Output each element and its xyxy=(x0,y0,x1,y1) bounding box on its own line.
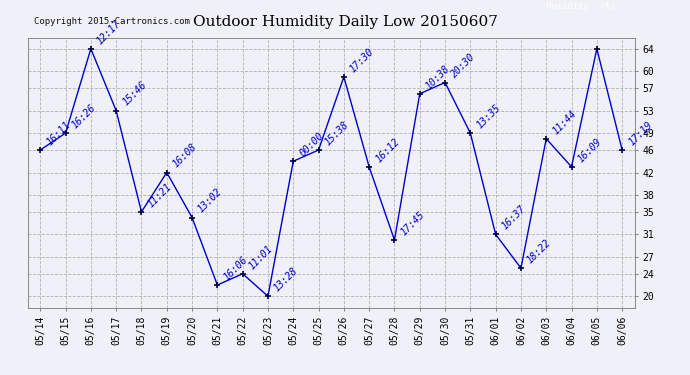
Text: 15:46: 15:46 xyxy=(120,80,148,108)
Text: 13:35: 13:35 xyxy=(475,102,502,130)
Text: 16:08: 16:08 xyxy=(171,142,199,170)
Text: 17:19: 17:19 xyxy=(627,119,654,147)
Text: 12:17: 12:17 xyxy=(95,18,123,46)
Text: 13:02: 13:02 xyxy=(196,187,224,215)
Text: 16:12: 16:12 xyxy=(373,136,401,164)
Text: 16:26: 16:26 xyxy=(70,102,97,130)
Text: 16:11: 16:11 xyxy=(44,119,72,147)
Text: 16:09: 16:09 xyxy=(575,136,604,164)
Text: 15:38: 15:38 xyxy=(323,119,351,147)
Text: 17:30: 17:30 xyxy=(348,46,376,74)
Text: Copyright 2015-Cartronics.com: Copyright 2015-Cartronics.com xyxy=(34,17,190,26)
Text: 17:45: 17:45 xyxy=(399,209,426,237)
Text: 11:44: 11:44 xyxy=(551,108,578,136)
Text: 13:28: 13:28 xyxy=(272,266,300,294)
Text: 20:30: 20:30 xyxy=(449,52,477,80)
Text: 11:01: 11:01 xyxy=(247,243,275,271)
Text: 11:21: 11:21 xyxy=(146,181,173,209)
Text: Outdoor Humidity Daily Low 20150607: Outdoor Humidity Daily Low 20150607 xyxy=(193,15,497,29)
Text: 18:22: 18:22 xyxy=(525,237,553,266)
Text: 16:37: 16:37 xyxy=(500,204,528,232)
Text: 16:06: 16:06 xyxy=(221,254,249,282)
Text: 00:00: 00:00 xyxy=(297,130,325,159)
Text: 10:38: 10:38 xyxy=(424,63,452,91)
Text: Humidity  (%): Humidity (%) xyxy=(546,2,616,11)
